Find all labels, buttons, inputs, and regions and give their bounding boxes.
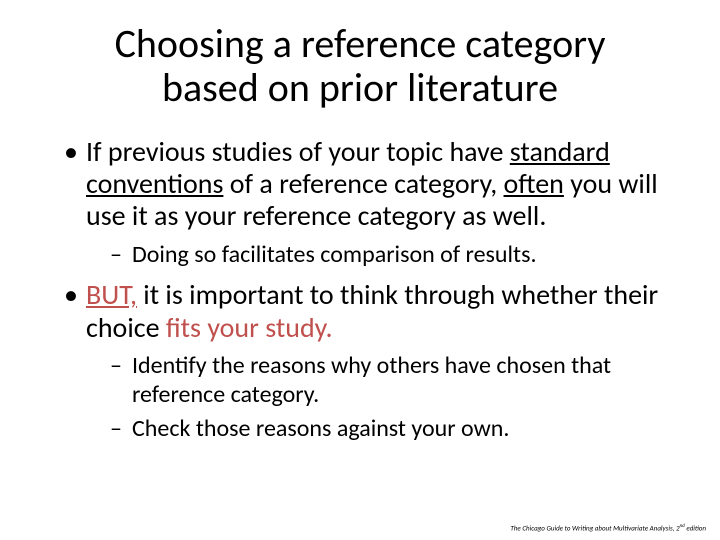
- bullet-item-1: If previous studies of your topic have s…: [64, 136, 676, 269]
- sub-bullet-2-1: Identify the reasons why others have cho…: [110, 352, 676, 410]
- bullet-list: If previous studies of your topic have s…: [44, 136, 676, 444]
- slide-title: Choosing a reference category based on p…: [44, 22, 676, 110]
- bullet-1-underline-2: often: [504, 166, 564, 201]
- bullet-1-text-c: of a reference category,: [223, 166, 503, 201]
- bullet-item-2: BUT, it is important to think through wh…: [64, 279, 676, 444]
- bullet-1-text-a: If previous studies of your topic have: [86, 134, 510, 169]
- slide: Choosing a reference category based on p…: [0, 0, 720, 540]
- sub-bullet-list-1: Doing so facilitates comparison of resul…: [86, 241, 676, 270]
- sub-bullet-2-2: Check those reasons against your own.: [110, 415, 676, 444]
- bullet-2-fits: fits your study.: [166, 310, 333, 345]
- footer-citation: The Chicago Guide to Writing about Multi…: [510, 523, 706, 532]
- sub-bullet-list-2: Identify the reasons why others have cho…: [86, 352, 676, 444]
- footer-edition-tail: edition: [685, 523, 706, 532]
- footer-book: The Chicago Guide to Writing about Multi…: [510, 523, 674, 532]
- sub-bullet-1-1: Doing so facilitates comparison of resul…: [110, 241, 676, 270]
- bullet-2-but: BUT,: [86, 277, 137, 312]
